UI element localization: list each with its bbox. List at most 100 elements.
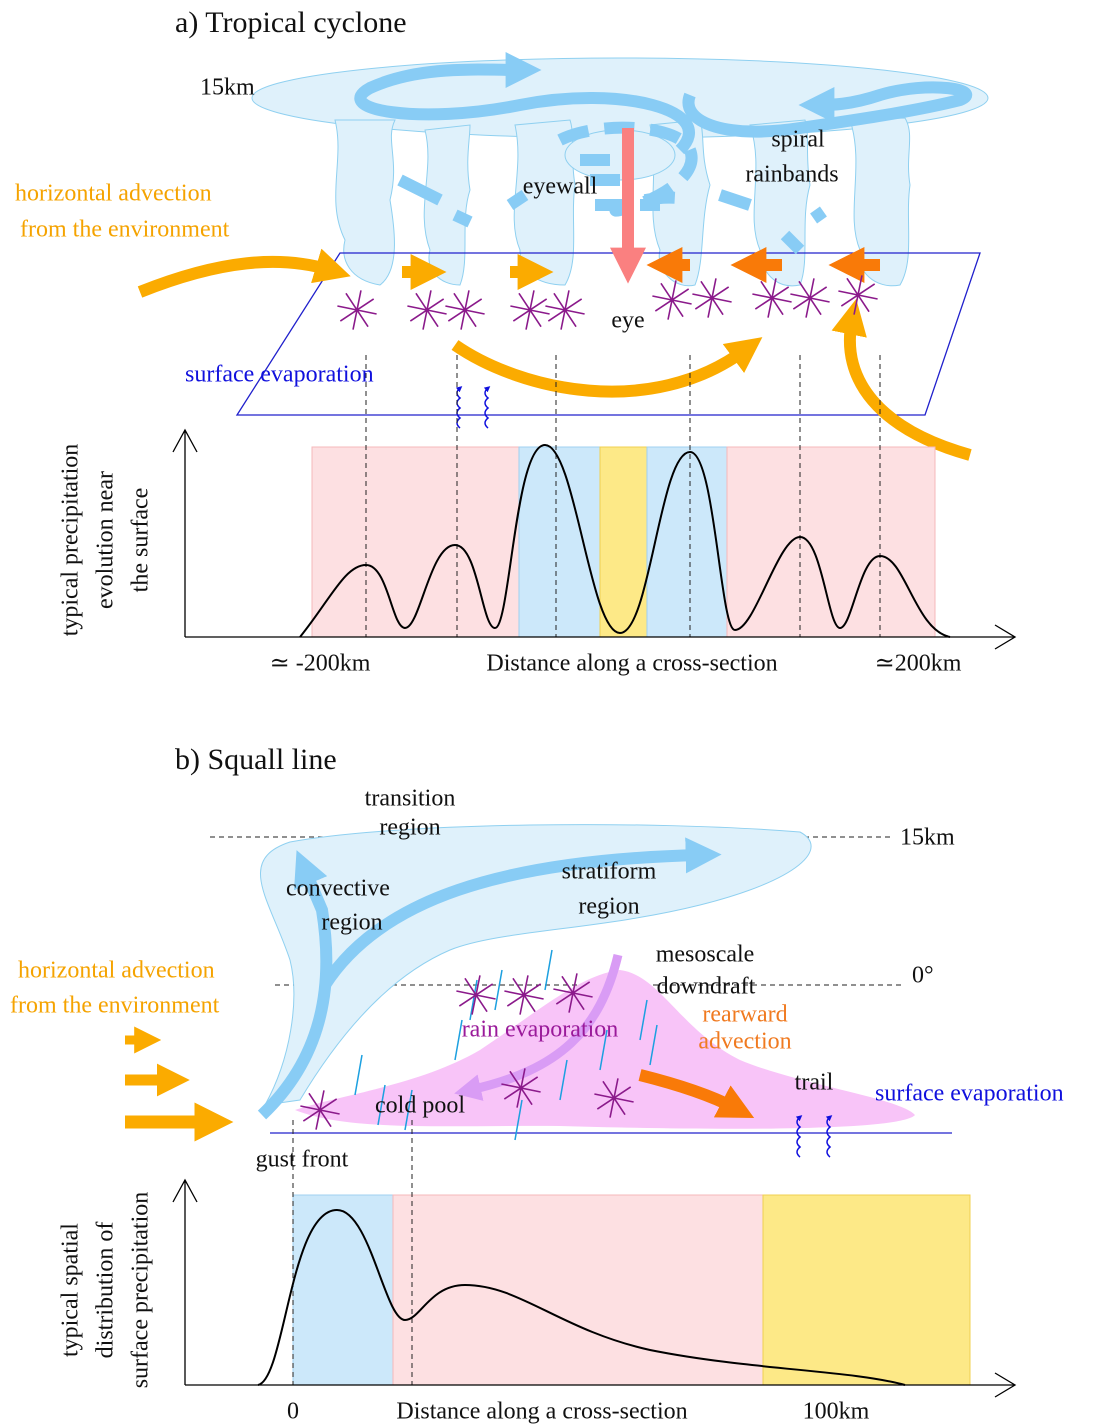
rain-streak (514, 1099, 523, 1141)
star (838, 275, 878, 315)
x-label: ≃200km (875, 651, 962, 677)
annotation: mesoscale (656, 942, 755, 968)
annotation: from the environment (10, 993, 220, 1019)
annotation: gust front (256, 1147, 349, 1173)
star (545, 290, 585, 330)
level-label: 0° (912, 963, 934, 989)
cyclone-cloud (423, 124, 471, 286)
squall-cloud (260, 824, 812, 1106)
cyclone-cloud (849, 117, 911, 287)
annotation: surface evaporation (875, 1081, 1064, 1107)
annotation: horizontal advection (18, 958, 215, 984)
annotation: advection (698, 1029, 791, 1055)
advection-arrows (137, 248, 351, 298)
precip-chart (762, 1194, 971, 1386)
star (510, 290, 550, 330)
circulation-arrows (397, 174, 827, 255)
annotation: convective (286, 876, 390, 902)
rain-streak (649, 1024, 658, 1066)
surface-plane (235, 252, 981, 416)
advection-arrows (137, 247, 972, 461)
precip-chart (311, 446, 520, 638)
star (407, 290, 447, 330)
annotation: region (578, 894, 639, 920)
flow-arrows (125, 837, 755, 1142)
precip-chart (392, 1194, 764, 1386)
star (445, 290, 485, 330)
cold-pool-region (295, 970, 915, 1129)
annotation: surface evaporation (185, 362, 374, 388)
x-label: 0 (287, 1399, 299, 1425)
panel-title: a) Tropical cyclone (175, 6, 407, 39)
annotation: region (321, 910, 382, 936)
y-axis-title: typical precipitation (58, 444, 84, 637)
panel-title: b) Squall line (175, 743, 337, 776)
star (692, 278, 732, 318)
squiggle (455, 386, 463, 429)
annotation: stratiform (562, 859, 657, 885)
rain-streak (404, 1089, 413, 1131)
precip-chart (599, 446, 648, 638)
cyclone-cloud (334, 119, 396, 286)
y-axis-title: evolution near (93, 471, 119, 609)
precip-chart (518, 446, 601, 638)
precip-chart (172, 1120, 1017, 1398)
circulation-arrows (557, 121, 698, 217)
rain-streaks (354, 949, 658, 1141)
star (504, 975, 544, 1015)
rain-streak (559, 1059, 568, 1101)
annotation: downdraft (657, 974, 756, 1000)
annotation: trail (795, 1070, 834, 1096)
x-label: 100km (803, 1399, 870, 1425)
rain-streak (639, 999, 648, 1041)
precip-chart (292, 1194, 394, 1386)
panel-b: b) Squall line transition region 15km co… (10, 743, 1064, 1425)
precip-chart (172, 355, 1017, 650)
circulation-arrows (354, 51, 973, 255)
annotation: rearward (702, 1002, 787, 1028)
star (337, 290, 377, 330)
rain-streak (544, 949, 553, 991)
star (652, 280, 692, 320)
annotation: rainbands (745, 162, 838, 188)
precip-chart (172, 428, 1017, 650)
rain-streak (354, 1054, 363, 1096)
squiggle (483, 386, 491, 429)
annotation: eye (611, 308, 644, 334)
annotation: spiral (771, 127, 825, 153)
flow-arrows (257, 850, 333, 1120)
height-label: 15km (900, 825, 955, 851)
y-axis-title: surface precipitation (128, 1192, 154, 1389)
y-axis-title: the surface (128, 488, 154, 593)
rain-streak (454, 1019, 463, 1061)
circulation-arrows (580, 154, 660, 211)
star (456, 975, 496, 1015)
evaporation-squiggles (455, 386, 491, 429)
y-axis-title: typical spatial (58, 1223, 84, 1357)
panel-a: a) Tropical cyclone horizontal advection… (15, 6, 1017, 677)
x-label: ≃ -200km (270, 651, 371, 677)
precipitation-stars (300, 973, 634, 1130)
annotation: region (379, 815, 440, 841)
squiggle (795, 1115, 803, 1158)
precip-chart (172, 1178, 1017, 1398)
star (790, 278, 830, 318)
advection-arrows (451, 337, 763, 398)
annotation: eyewall (523, 174, 598, 200)
annotation: from the environment (20, 217, 230, 243)
y-axis-title: distribution of (93, 1222, 119, 1359)
rain-streak (377, 1084, 386, 1126)
precip-chart (257, 1208, 906, 1386)
star (752, 278, 792, 318)
star (300, 1090, 340, 1130)
annotation: transition (365, 786, 456, 812)
height-label: 15km (200, 75, 255, 101)
annotation: horizontal advection (15, 181, 212, 207)
precipitation-stars (337, 275, 878, 330)
annotation: cold pool (375, 1093, 465, 1119)
x-axis-title: Distance along a cross-section (486, 651, 777, 677)
star (501, 1068, 541, 1108)
annotation: rain evaporation (462, 1017, 619, 1043)
circulation-arrows (682, 81, 973, 138)
precip-chart (646, 446, 728, 638)
